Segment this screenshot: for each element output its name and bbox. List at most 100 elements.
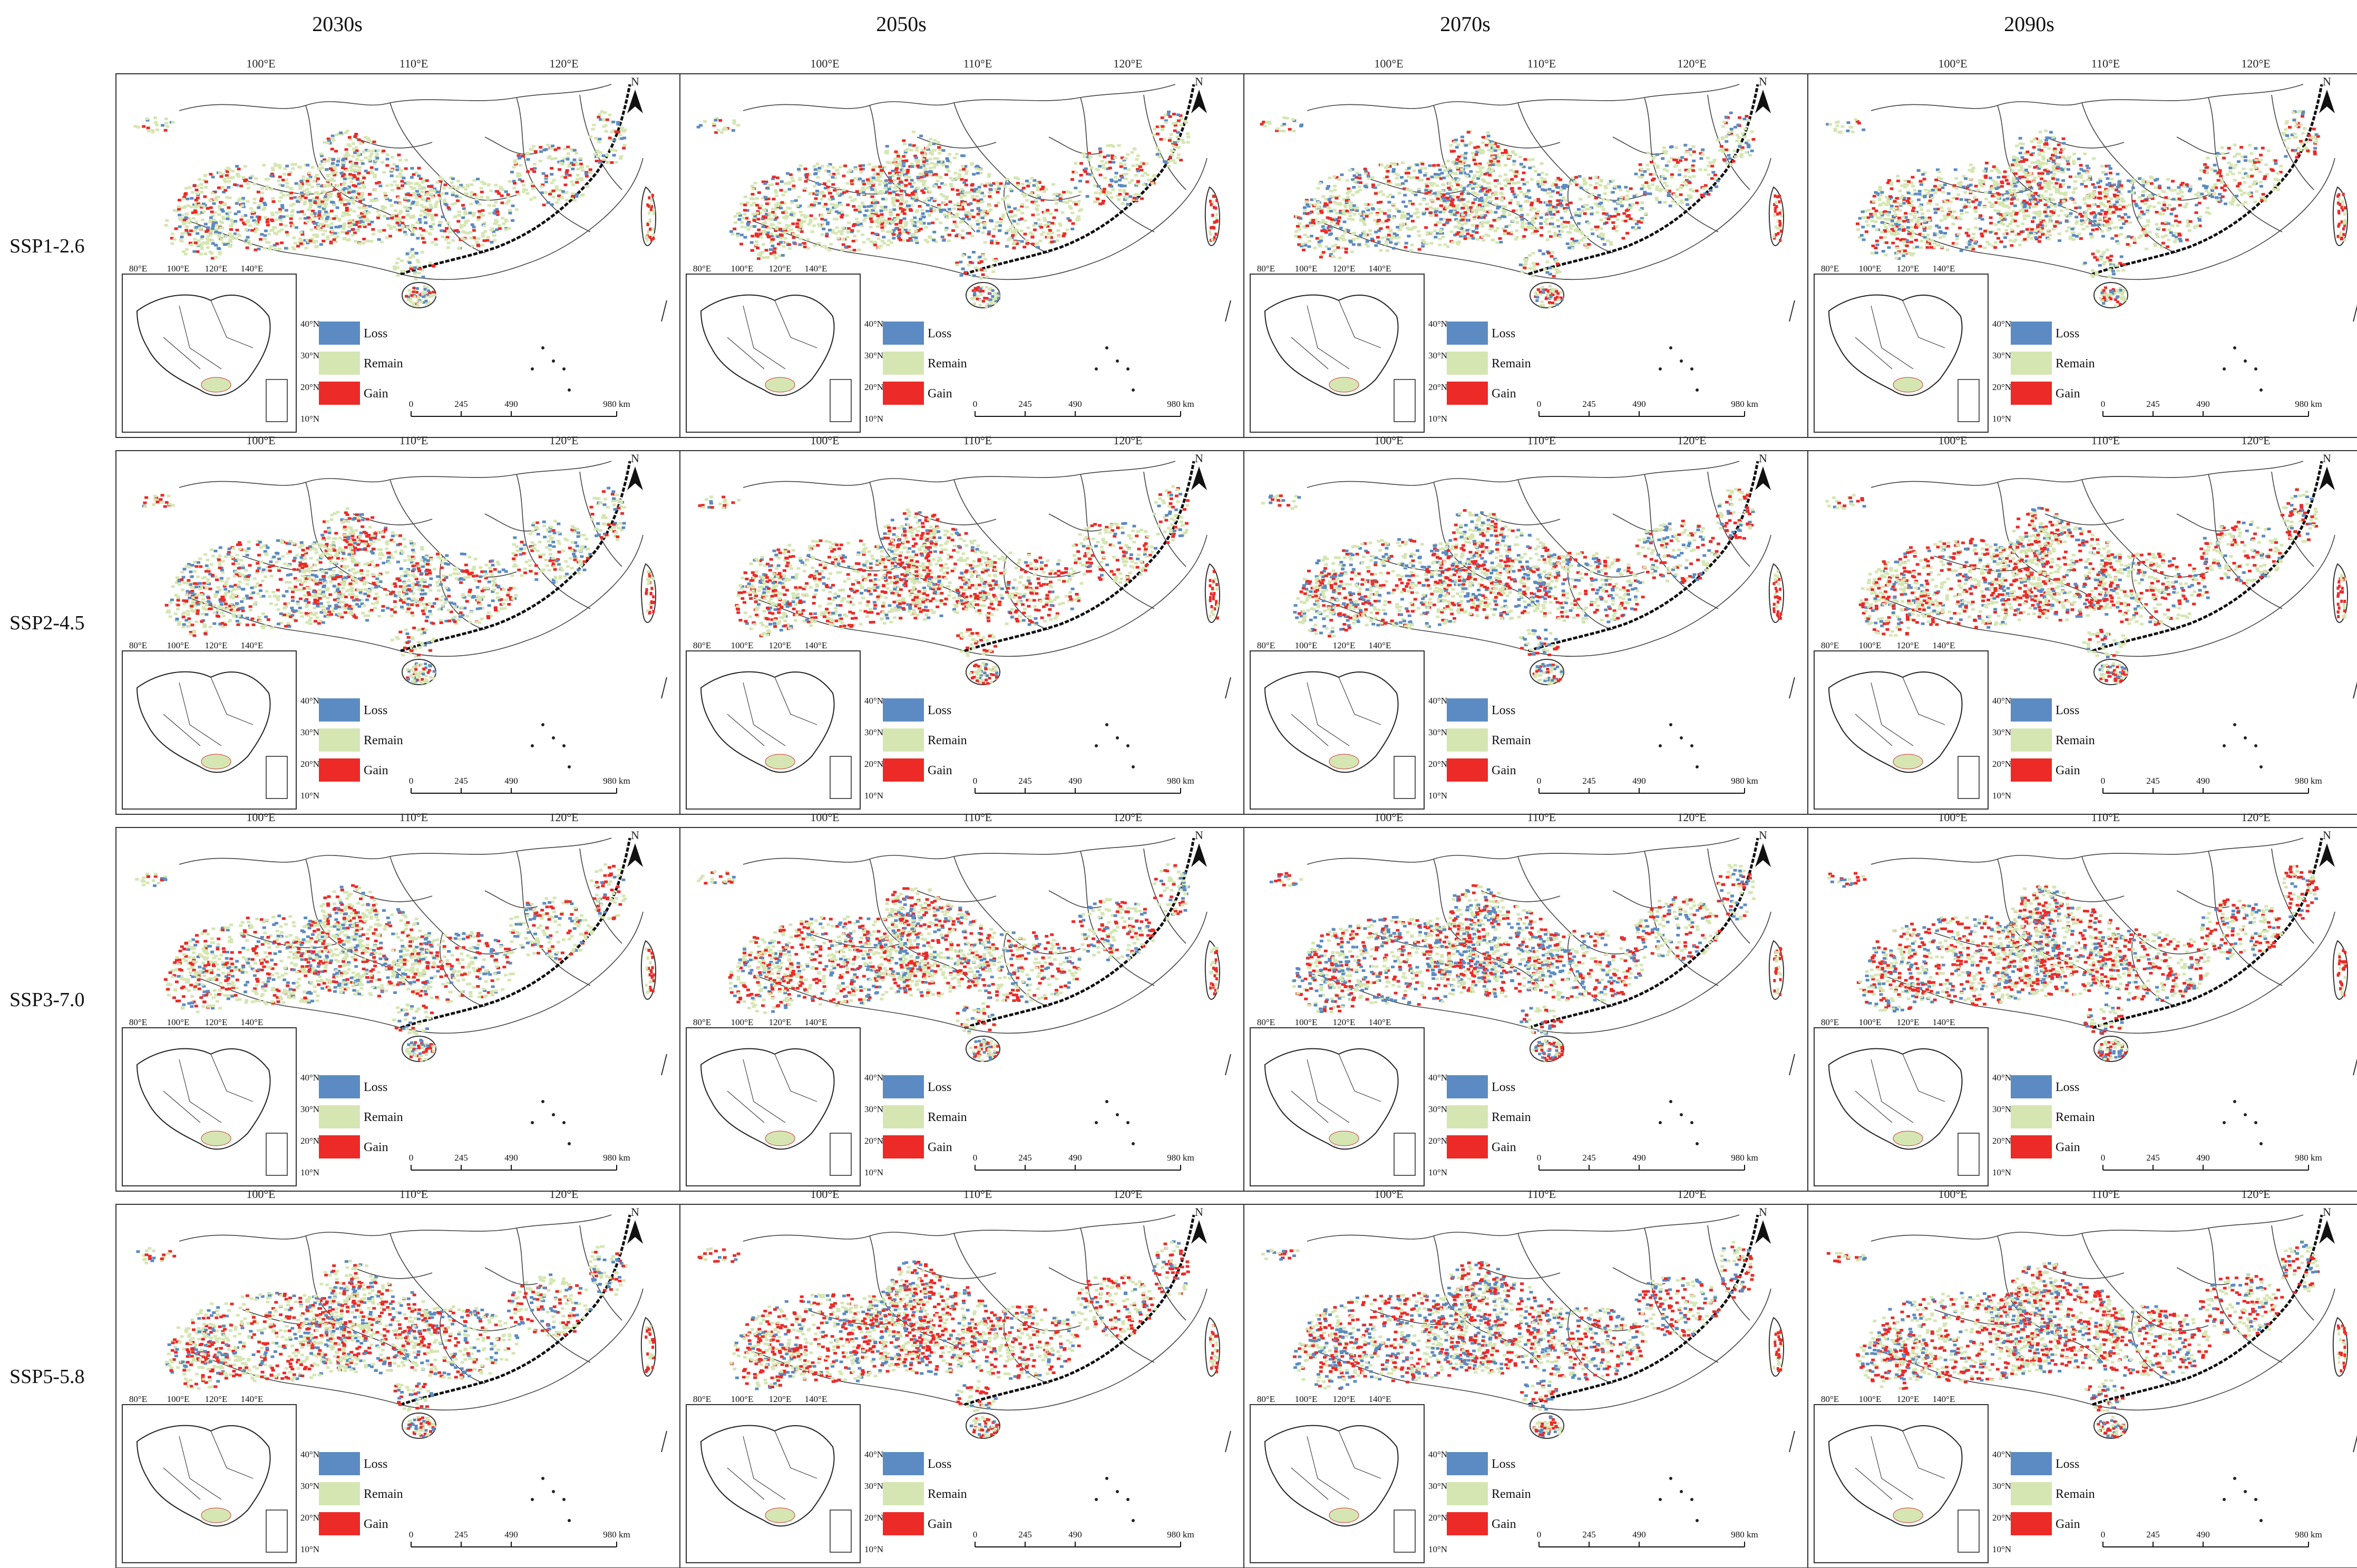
distribution-cell	[751, 185, 754, 188]
distribution-cell	[906, 169, 910, 171]
distribution-cell	[1161, 125, 1165, 128]
distribution-cell	[285, 179, 288, 181]
distribution-cell	[1109, 192, 1113, 194]
distribution-cell	[368, 205, 372, 208]
distribution-cell	[436, 191, 440, 193]
distribution-cell	[947, 240, 951, 242]
distribution-cell	[1016, 209, 1020, 211]
distribution-cell	[1446, 174, 1449, 177]
distribution-cell	[1379, 190, 1383, 193]
distribution-cell	[847, 221, 851, 224]
distribution-cell	[350, 162, 354, 165]
distribution-cell	[1475, 211, 1478, 213]
distribution-cell	[1463, 160, 1467, 162]
distribution-cell	[481, 209, 484, 212]
distribution-cell	[804, 180, 808, 183]
distribution-cell	[1136, 180, 1140, 183]
distribution-cell	[608, 137, 612, 139]
distribution-cell	[961, 268, 965, 270]
distribution-cell	[849, 169, 852, 172]
distribution-cell	[1494, 179, 1497, 182]
distribution-cell	[1381, 221, 1385, 224]
distribution-cell	[776, 202, 780, 204]
distribution-cell	[264, 216, 267, 219]
distribution-cell	[1411, 203, 1415, 206]
distribution-cell	[408, 261, 412, 264]
distribution-cell	[1504, 164, 1507, 167]
distribution-cell	[1009, 228, 1012, 230]
distribution-cell	[332, 158, 335, 161]
distribution-cell	[1025, 239, 1029, 242]
distribution-cell	[313, 212, 317, 215]
distribution-cell	[1173, 130, 1177, 132]
distribution-cell	[770, 232, 773, 235]
distribution-cell	[550, 181, 554, 184]
distribution-cell	[345, 232, 349, 235]
distribution-cell	[1371, 183, 1375, 186]
distribution-cell	[988, 305, 991, 307]
distribution-cell	[434, 214, 438, 217]
distribution-cell	[1182, 141, 1185, 144]
distribution-cell	[1456, 167, 1459, 169]
legend-label: Gain	[364, 387, 388, 401]
distribution-cell	[211, 176, 215, 178]
distribution-cell	[871, 184, 875, 187]
distribution-cell	[291, 225, 295, 228]
distribution-cell	[296, 245, 300, 248]
distribution-cell	[1020, 230, 1024, 232]
distribution-cell	[1457, 199, 1461, 201]
distribution-cell	[1170, 149, 1173, 152]
distribution-cell	[1024, 193, 1028, 196]
distribution-cell	[878, 183, 882, 186]
distribution-cell	[971, 195, 975, 198]
distribution-cell	[797, 219, 801, 221]
distribution-cell	[530, 182, 534, 185]
distribution-cell	[1531, 158, 1534, 161]
lon-tick-label: 100°E	[1374, 57, 1403, 70]
distribution-cell	[369, 200, 373, 202]
distribution-cell	[269, 174, 273, 177]
distribution-cell	[1512, 163, 1516, 166]
distribution-cell	[418, 188, 422, 190]
distribution-cell	[432, 223, 435, 226]
distribution-cell	[297, 165, 301, 168]
distribution-cell	[1024, 233, 1027, 236]
distribution-cell	[924, 168, 928, 170]
distribution-cell	[1006, 203, 1010, 206]
distribution-cell	[1112, 161, 1115, 163]
distribution-cell	[410, 176, 414, 179]
distribution-cell	[1478, 203, 1482, 206]
distribution-cell	[759, 236, 763, 239]
distribution-cell	[1485, 144, 1488, 147]
distribution-cell	[1003, 197, 1007, 200]
distribution-cell	[1140, 197, 1144, 200]
distribution-cell	[1416, 177, 1419, 179]
distribution-cell	[1365, 215, 1369, 218]
distribution-cell	[1612, 200, 1616, 202]
distribution-cell	[934, 173, 938, 176]
distribution-cell	[1059, 224, 1063, 227]
distribution-cell	[466, 219, 470, 222]
distribution-cell	[375, 159, 378, 162]
distribution-cell	[1498, 237, 1502, 240]
distribution-cell	[396, 222, 400, 225]
distribution-cell	[929, 142, 932, 144]
distribution-cell	[271, 229, 275, 231]
distribution-cell	[893, 179, 897, 182]
distribution-cell	[1436, 198, 1440, 200]
distribution-cell	[991, 295, 994, 298]
distribution-cell	[1618, 186, 1621, 189]
distribution-cell	[1164, 114, 1167, 116]
distribution-cell	[331, 162, 335, 164]
distribution-cell	[447, 241, 451, 244]
distribution-cell	[383, 206, 387, 209]
distribution-cell	[901, 226, 904, 229]
distribution-cell	[190, 197, 193, 200]
distribution-cell	[904, 149, 908, 152]
distribution-cell	[1581, 209, 1584, 212]
distribution-cell	[336, 207, 339, 209]
distribution-cell	[836, 172, 840, 175]
distribution-cell	[978, 186, 981, 189]
distribution-cell	[342, 183, 345, 186]
distribution-cell	[447, 206, 451, 209]
